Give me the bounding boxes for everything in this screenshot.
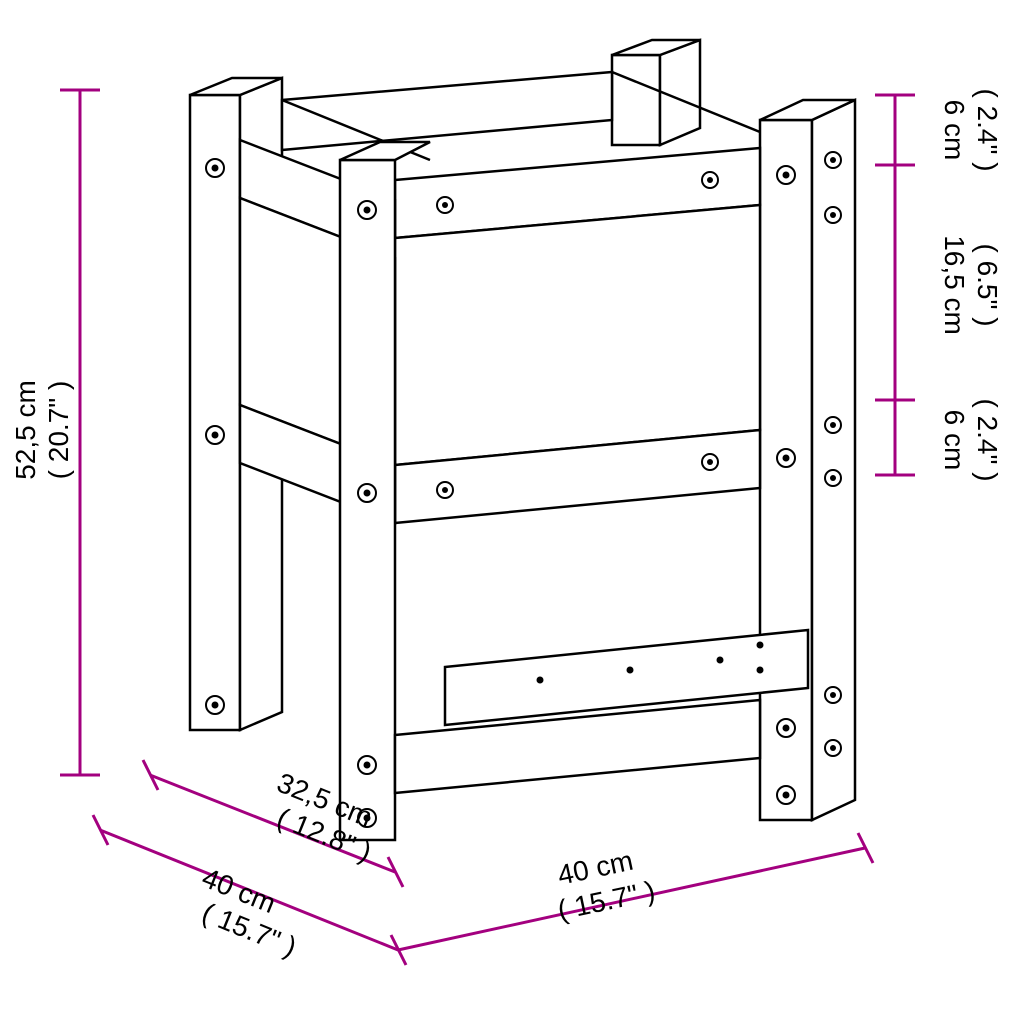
panel-front — [395, 205, 760, 465]
dimension-diagram: 52,5 cm ( 20.7" ) 6 cm ( 2.4" ) 16,5 cm … — [0, 0, 1024, 1024]
label-toprail-in: ( 2.4" ) — [972, 88, 1003, 171]
label-panel-in: ( 6.5" ) — [972, 243, 1003, 326]
label-height-in: ( 20.7" ) — [43, 381, 74, 480]
planter-drawing — [190, 40, 855, 840]
rail-top-back — [282, 72, 612, 150]
post-back-right — [612, 40, 700, 145]
label-botrail-cm: 6 cm — [939, 410, 970, 471]
label-toprail-cm: 6 cm — [939, 100, 970, 161]
label-panel-cm: 16,5 cm — [939, 235, 970, 335]
label-height-cm: 52,5 cm — [10, 380, 41, 480]
label-botrail-in: ( 2.4" ) — [972, 398, 1003, 481]
post-front-right — [760, 100, 855, 820]
